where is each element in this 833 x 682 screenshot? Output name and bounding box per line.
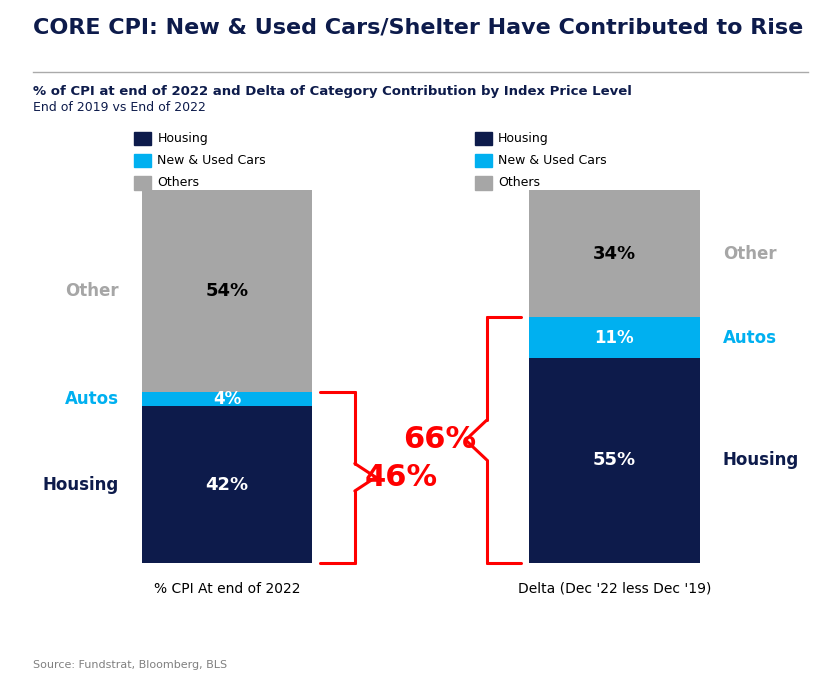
Text: Other: Other bbox=[723, 245, 776, 263]
Text: Autos: Autos bbox=[723, 329, 777, 346]
Text: Delta (Dec '22 less Dec '19): Delta (Dec '22 less Dec '19) bbox=[517, 582, 711, 595]
Text: New & Used Cars: New & Used Cars bbox=[498, 154, 606, 167]
Text: 11%: 11% bbox=[595, 329, 634, 346]
Text: % CPI At end of 2022: % CPI At end of 2022 bbox=[154, 582, 300, 595]
Text: New & Used Cars: New & Used Cars bbox=[157, 154, 266, 167]
Text: Housing: Housing bbox=[157, 132, 208, 145]
Text: 66%: 66% bbox=[403, 426, 476, 454]
Text: Others: Others bbox=[498, 177, 540, 190]
Text: 42%: 42% bbox=[206, 475, 248, 494]
Bar bbox=[475, 154, 492, 167]
Bar bbox=[134, 132, 151, 145]
Text: Other: Other bbox=[65, 282, 118, 300]
Text: End of 2019 vs End of 2022: End of 2019 vs End of 2022 bbox=[33, 101, 207, 114]
Bar bbox=[475, 132, 492, 145]
Bar bbox=[529, 358, 700, 563]
Text: Housing: Housing bbox=[723, 451, 799, 469]
Bar bbox=[134, 154, 151, 167]
Text: 46%: 46% bbox=[365, 463, 438, 492]
Bar bbox=[134, 176, 151, 190]
Bar bbox=[475, 176, 492, 190]
Text: Housing: Housing bbox=[498, 132, 549, 145]
Text: % of CPI at end of 2022 and Delta of Category Contribution by Index Price Level: % of CPI at end of 2022 and Delta of Cat… bbox=[33, 85, 632, 98]
Text: 4%: 4% bbox=[213, 390, 241, 408]
Text: Others: Others bbox=[157, 177, 199, 190]
Bar bbox=[529, 317, 700, 358]
Text: Source: Fundstrat, Bloomberg, BLS: Source: Fundstrat, Bloomberg, BLS bbox=[33, 659, 227, 670]
Text: 34%: 34% bbox=[593, 245, 636, 263]
Text: CORE CPI: New & Used Cars/Shelter Have Contributed to Rise: CORE CPI: New & Used Cars/Shelter Have C… bbox=[33, 17, 804, 37]
Text: 55%: 55% bbox=[593, 451, 636, 469]
Text: Autos: Autos bbox=[64, 390, 118, 408]
Bar bbox=[142, 190, 312, 391]
Bar bbox=[142, 391, 312, 406]
Text: Housing: Housing bbox=[42, 475, 118, 494]
Text: 54%: 54% bbox=[206, 282, 248, 300]
Bar bbox=[142, 406, 312, 563]
Bar bbox=[529, 190, 700, 317]
